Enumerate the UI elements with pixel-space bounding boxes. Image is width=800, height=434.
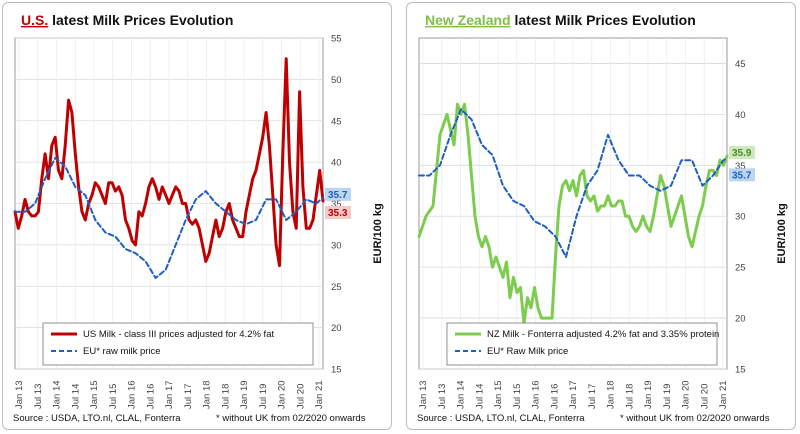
nz-xtick-label: Jan 13: [418, 380, 429, 409]
us-xtick-label: Jul 20: [295, 384, 306, 409]
us-end-label-box: [325, 187, 351, 201]
nz-footnote: * without UK from 02/2020 onwards: [620, 413, 770, 424]
nz-legend-label: EU* Raw Milk price: [487, 346, 568, 357]
us-end-label: 35.7: [328, 190, 348, 201]
us-xtick-label: Jul 16: [145, 384, 156, 409]
us-legend: [42, 322, 314, 366]
us-xtick-label: Jul 15: [108, 384, 119, 409]
nz-xtick-label: Jan 18: [606, 380, 617, 409]
us-xtick-label: Jan 19: [239, 380, 250, 409]
nz-xtick-label: Jan 19: [643, 380, 654, 409]
nz-xtick-label: Jul 13: [437, 384, 448, 409]
us-end-label-box: [325, 205, 351, 219]
us-title-rest: latest Milk Prices Evolution: [48, 12, 233, 28]
nz-chart: New Zealand latest Milk Prices Evolution…: [417, 12, 788, 424]
nz-xtick-label: Jul 20: [699, 384, 710, 409]
nz-xtick-label: Jul 16: [549, 384, 560, 409]
nz-chart-panel: New Zealand latest Milk Prices Evolution…: [406, 2, 796, 430]
us-series-line-eu: [14, 157, 324, 279]
nz-ytick-label: 15: [735, 365, 746, 376]
nz-source-note: Source : USDA, LTO.nl, CLAL, Fonterra: [417, 413, 585, 424]
us-xtick-label: Jul 17: [183, 384, 194, 409]
nz-xtick-label: Jan 14: [456, 380, 467, 409]
nz-xtick-label: Jan 15: [493, 380, 504, 409]
us-series-line-main: [13, 57, 325, 268]
us-ytick-label: 55: [331, 34, 342, 45]
us-xtick-label: Jul 19: [258, 384, 269, 409]
us-title-country: U.S.: [21, 12, 48, 28]
nz-xtick-label: Jan 16: [531, 380, 542, 409]
nz-ytick-label: 40: [735, 110, 746, 121]
us-ytick-label: 15: [331, 365, 342, 376]
us-ytick-label: 25: [331, 282, 342, 293]
nz-title-rest: latest Milk Prices Evolution: [511, 12, 696, 28]
nz-ytick-label: 30: [735, 212, 746, 223]
nz-end-label-box: [729, 145, 755, 159]
us-xtick-label: Jul 14: [70, 384, 81, 409]
us-source-note: Source : USDA, LTO.nl, CLAL, Fonterra: [13, 413, 181, 424]
nz-xtick-label: Jul 18: [624, 384, 635, 409]
nz-ylabel: EUR/100 kg: [776, 203, 788, 264]
us-legend-label: US Milk - class III prices adjusted for …: [83, 329, 274, 340]
nz-end-label: 35.9: [732, 148, 752, 159]
nz-xtick-label: Jul 14: [474, 384, 485, 409]
us-chart-panel: U.S. latest Milk Prices Evolution 15 20 25 3…: [2, 2, 392, 430]
us-xtick-label: Jan 13: [14, 380, 25, 409]
nz-ytick-label: 35: [735, 161, 746, 172]
nz-xtick-label: Jan 17: [568, 380, 579, 409]
us-chart-title: U.S. latest Milk Prices Evolution: [21, 12, 233, 28]
us-ytick-label: 20: [331, 323, 342, 334]
nz-legend-label: NZ Milk - Fonterra adjusted 4.2% fat and…: [487, 329, 719, 340]
nz-xtick-label: Jul 17: [587, 384, 598, 409]
nz-title-country: New Zealand: [425, 12, 511, 28]
nz-ytick-label: 25: [735, 263, 746, 274]
us-ytick-label: 30: [331, 240, 342, 251]
us-xtick-label: Jan 14: [52, 380, 63, 409]
us-legend-label: EU* raw milk price: [83, 346, 161, 357]
us-xtick-label: Jan 16: [127, 380, 138, 409]
us-xtick-label: Jan 21: [314, 380, 325, 409]
us-ytick-label: 50: [331, 75, 342, 86]
us-xtick-label: Jan 15: [89, 380, 100, 409]
us-footnote: * without UK from 02/2020 onwards: [216, 413, 366, 424]
nz-series-line-main: [417, 102, 729, 325]
nz-xtick-label: Jan 21: [718, 380, 729, 409]
nz-ytick-label: 20: [735, 314, 746, 325]
nz-xtick-label: Jul 15: [512, 384, 523, 409]
us-xtick-label: Jul 13: [33, 384, 44, 409]
us-xtick-label: Jan 17: [164, 380, 175, 409]
us-end-label: 35.3: [328, 208, 348, 219]
us-ytick-label: 40: [331, 158, 342, 169]
nz-chart-title: New Zealand latest Milk Prices Evolution: [425, 12, 696, 28]
us-xtick-label: Jul 18: [220, 384, 231, 409]
us-chart: U.S. latest Milk Prices Evolution 15 20 25 3…: [13, 12, 384, 424]
us-xtick-label: Jan 18: [202, 380, 213, 409]
us-xtick-label: Jan 20: [277, 380, 288, 409]
nz-series-line-eu: [418, 108, 728, 258]
us-ytick-label: 35: [331, 199, 342, 210]
nz-legend: [446, 322, 718, 366]
nz-xtick-label: Jan 20: [681, 380, 692, 409]
nz-xtick-label: Jul 19: [662, 384, 673, 409]
us-ytick-label: 45: [331, 116, 342, 127]
nz-end-label: 35.7: [732, 170, 752, 181]
us-ylabel: EUR/100 kg: [372, 203, 384, 264]
nz-end-label-box: [729, 168, 755, 182]
nz-ytick-label: 45: [735, 59, 746, 70]
